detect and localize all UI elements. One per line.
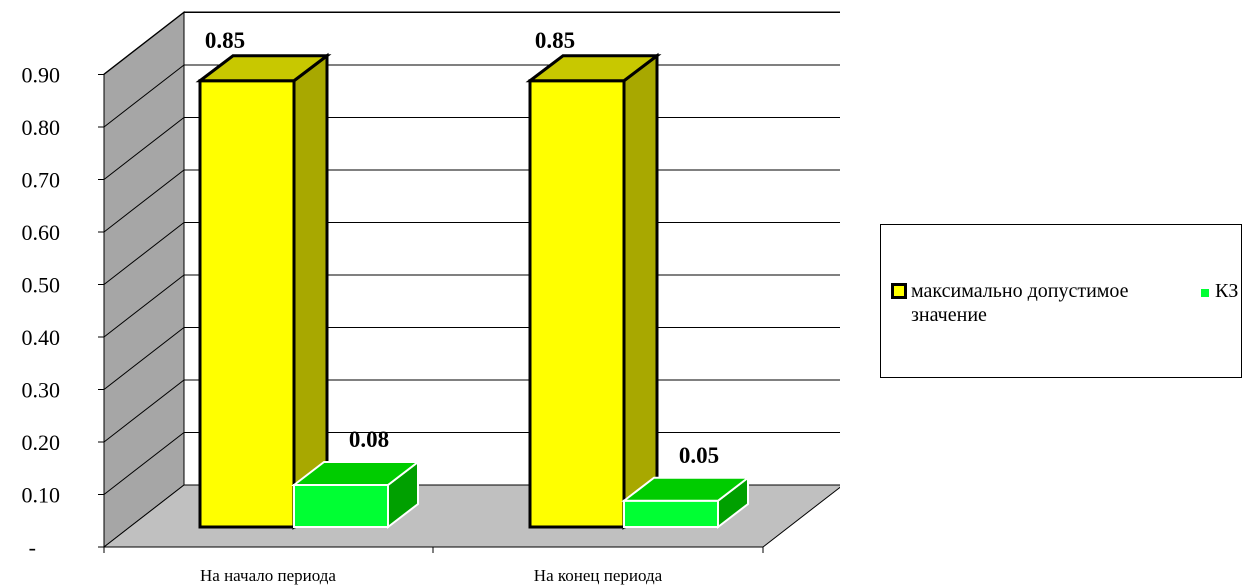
y-tick-label: 0.90 bbox=[22, 63, 61, 88]
side-wall bbox=[103, 10, 185, 549]
bar-front bbox=[198, 79, 296, 529]
y-tick-labels: - 0.10 0.20 0.30 0.40 0.50 0.60 0.70 0.80 0.90 bbox=[22, 63, 61, 561]
bar-top bbox=[621, 476, 751, 502]
axes bbox=[98, 74, 764, 553]
bar-top bbox=[291, 461, 421, 486]
legend: максимально допустимое значение КЗ bbox=[880, 224, 1242, 378]
bar-side bbox=[292, 52, 329, 531]
y-tick-label: - bbox=[29, 535, 36, 560]
data-label: 0.08 bbox=[349, 427, 389, 452]
y-tick-label: 0.80 bbox=[22, 115, 61, 140]
data-label: 0.85 bbox=[205, 28, 245, 53]
chart-plot: 0.85 0.85 0.08 0.05 - 0.10 0.20 0.30 0.40 0.50 0.… bbox=[22, 10, 840, 585]
bar-side bbox=[622, 52, 659, 531]
legend-label-kz: КЗ bbox=[1215, 280, 1239, 302]
bar-top bbox=[525, 54, 662, 83]
legend-label-max: максимально допустимое значение bbox=[911, 280, 1129, 326]
bars bbox=[195, 52, 751, 531]
y-tick-label: 0.50 bbox=[22, 273, 61, 298]
x-tick-labels: На начало периода На конец периода bbox=[200, 566, 663, 585]
data-labels: 0.85 0.85 0.08 0.05 bbox=[205, 28, 719, 468]
y-tick-label: 0.70 bbox=[22, 168, 61, 193]
y-tick-label: 0.60 bbox=[22, 220, 61, 245]
gridline bbox=[103, 12, 840, 75]
data-label: 0.05 bbox=[679, 443, 719, 468]
y-tick-label: 0.40 bbox=[22, 325, 61, 350]
bar-front bbox=[623, 499, 719, 528]
y-tick-label: 0.30 bbox=[22, 378, 61, 403]
legend-swatch-kz bbox=[1201, 289, 1209, 297]
bar-top bbox=[195, 54, 332, 83]
y-tick-label: 0.10 bbox=[22, 483, 61, 508]
x-tick-label: На конец периода bbox=[534, 566, 663, 585]
x-tick-label: На начало периода bbox=[200, 566, 336, 585]
bar-front bbox=[528, 79, 626, 529]
legend-swatch-max bbox=[891, 283, 907, 299]
bar-front bbox=[293, 484, 389, 528]
y-tick-label: 0.20 bbox=[22, 430, 61, 455]
data-label: 0.85 bbox=[535, 28, 575, 53]
